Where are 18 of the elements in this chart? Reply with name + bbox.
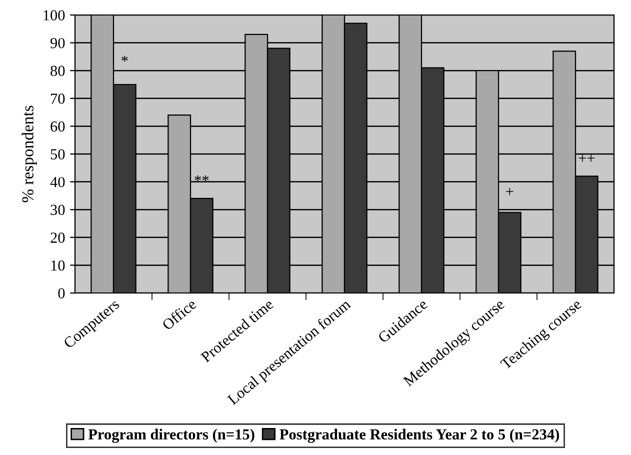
y-tick-label: 20 [50, 232, 65, 243]
y-tick-label: 0 [58, 288, 65, 298]
annotation: * [122, 56, 128, 62]
annotation: + [506, 188, 514, 196]
y-tick-label: 100 [44, 10, 65, 20]
y-tick-label: 70 [51, 94, 65, 104]
legend-label: Program directors (n=15) [88, 428, 254, 443]
annotation: ++ [578, 154, 595, 162]
y-tick-label: 50 [50, 149, 65, 160]
y-axis-title: % respondents [22, 106, 37, 202]
y-tick-label: 80 [50, 66, 65, 76]
legend-label: Postgraduate Residents Year 2 to 5 (n=234) [280, 428, 560, 443]
y-tick-label: 10 [51, 260, 65, 271]
y-tick-label: 30 [50, 204, 65, 216]
y-tick-label: 40 [50, 176, 65, 188]
y-tick-label: 60 [50, 121, 65, 132]
annotation: ** [194, 175, 209, 182]
y-tick-label: 90 [50, 38, 65, 48]
